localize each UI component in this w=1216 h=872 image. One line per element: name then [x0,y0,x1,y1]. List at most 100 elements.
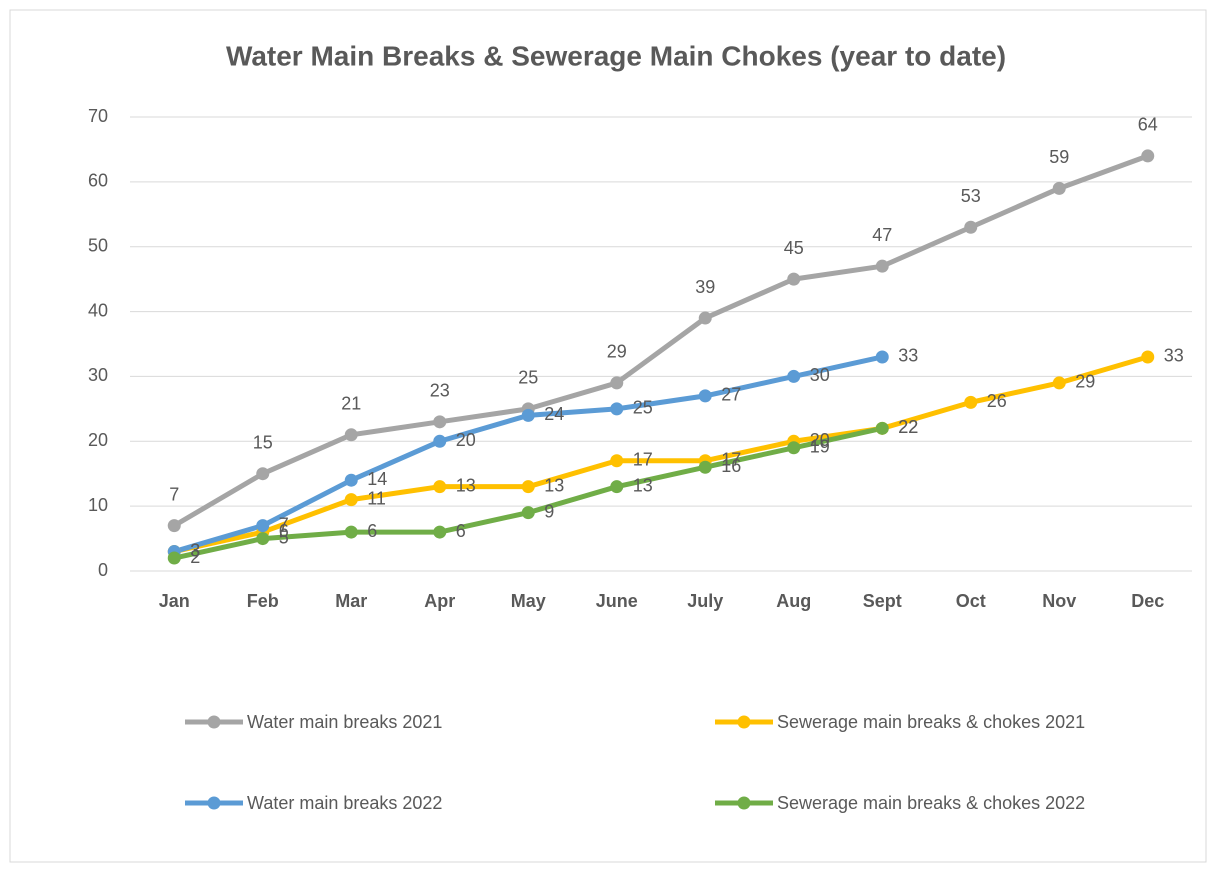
data-point [875,350,889,364]
data-label: 45 [784,238,804,258]
data-label: 20 [456,430,476,450]
data-point [875,421,889,435]
data-label: 27 [721,385,741,405]
x-tick-label: May [511,591,546,611]
data-label: 6 [456,521,466,541]
data-point [521,480,535,494]
y-tick-label: 60 [88,171,108,191]
data-label: 33 [1164,346,1184,366]
y-tick-label: 70 [88,106,108,126]
x-tick-label: Feb [247,591,279,611]
y-tick-label: 50 [88,235,108,255]
data-label: 21 [341,394,361,414]
data-label: 3 [190,540,200,560]
y-tick-label: 10 [88,495,108,515]
data-label: 13 [633,475,653,495]
data-label: 59 [1049,147,1069,167]
data-label: 20 [810,430,830,450]
data-label: 6 [367,521,377,541]
data-label: 15 [253,432,273,452]
data-label: 39 [695,277,715,297]
x-tick-label: Jan [159,591,190,611]
x-tick-label: Oct [956,591,986,611]
x-tick-label: Sept [863,591,902,611]
data-point [167,551,181,565]
data-label: 23 [430,381,450,401]
data-label: 16 [721,456,741,476]
data-label: 7 [279,514,289,534]
data-label: 25 [633,398,653,418]
x-tick-label: Dec [1131,591,1164,611]
data-point [256,532,270,546]
data-label: 14 [367,469,387,489]
series-line [172,153,1149,528]
data-label: 29 [1075,372,1095,392]
data-label: 13 [544,475,564,495]
legend-marker [737,715,751,729]
data-label: 7 [169,484,179,504]
legend-marker [207,796,221,810]
data-label: 22 [898,417,918,437]
data-point [433,480,447,494]
data-point [698,460,712,474]
data-point [344,428,358,442]
data-point [167,519,181,533]
data-point [433,525,447,539]
data-point [1141,350,1155,364]
x-tick-label: Aug [776,591,811,611]
legend-label: Water main breaks 2021 [247,712,443,732]
data-label: 11 [367,488,386,508]
data-point [521,506,535,520]
data-label: 53 [961,186,981,206]
legend-label: Sewerage main breaks & chokes 2022 [777,793,1086,813]
data-label: 29 [607,342,627,362]
data-point [875,259,889,273]
x-tick-label: Apr [424,591,455,611]
data-point [610,454,624,468]
data-label: 22 [898,417,918,437]
x-tick-label: Mar [335,591,367,611]
data-point [787,441,801,455]
data-point [433,434,447,448]
y-tick-label: 0 [98,560,108,580]
data-label: 30 [810,365,830,385]
data-label: 13 [456,475,476,495]
chart-title: Water Main Breaks & Sewerage Main Chokes… [226,40,1006,71]
series-line [173,354,1149,554]
y-tick-label: 30 [88,365,108,385]
data-point [787,369,801,383]
data-point [610,402,624,416]
data-label: 9 [544,501,554,521]
data-point [521,408,535,422]
data-point [610,376,624,390]
data-label: 47 [872,225,892,245]
legend-label: Sewerage main breaks & chokes 2021 [777,712,1086,732]
data-label: 19 [810,437,830,457]
data-label: 2 [190,547,200,567]
x-tick-label: Nov [1042,591,1076,611]
data-point [256,519,270,533]
data-point [433,415,447,429]
data-point [610,480,624,494]
data-label: 17 [721,449,741,469]
y-tick-label: 20 [88,430,108,450]
legend-marker [737,796,751,810]
data-label: 6 [279,521,289,541]
y-tick-label: 40 [88,300,108,320]
data-label: 64 [1138,115,1158,135]
data-label: 5 [279,527,289,547]
data-point [964,395,978,409]
data-point [344,473,358,487]
data-point [1052,181,1066,195]
data-point [964,220,978,234]
legend-label: Water main breaks 2022 [247,793,443,813]
data-point [1052,376,1066,390]
data-label: 24 [544,404,564,424]
data-label: 33 [898,346,918,366]
x-tick-label: July [687,591,723,611]
data-label: 17 [633,449,653,469]
data-point [698,311,712,325]
data-point [256,467,270,481]
